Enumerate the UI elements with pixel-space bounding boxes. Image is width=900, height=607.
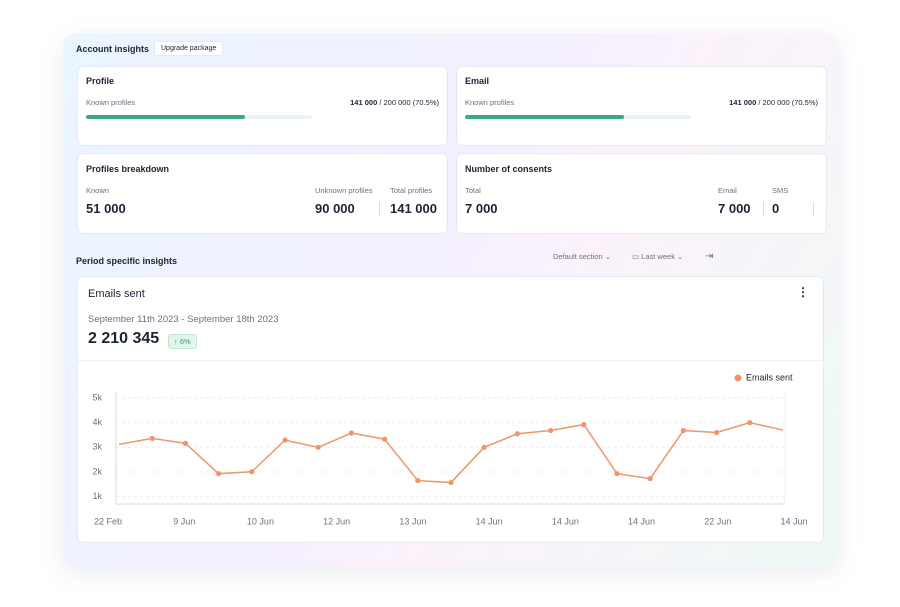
divider	[379, 202, 380, 216]
email-card: Email Known profiles 141 000 / 200 000 (…	[456, 66, 827, 146]
x-tick-label: 10 Jun	[247, 516, 274, 526]
point	[382, 436, 388, 442]
x-tick-label: 14 Jun	[780, 516, 807, 526]
x-tick-label: 22 Feb	[94, 516, 122, 526]
label: Total profiles	[390, 186, 433, 195]
point	[481, 444, 487, 450]
value: 141 000	[390, 201, 437, 216]
card-title: Number of consents	[465, 164, 553, 174]
point	[514, 431, 520, 437]
y-tick-label: 5k	[92, 392, 102, 402]
x-tick-label: 14 Jun	[476, 516, 503, 526]
range-dropdown[interactable]: ▭ Last week ⌄	[632, 252, 684, 261]
progress-track	[86, 115, 312, 119]
x-tick-label: 9 Jun	[173, 516, 195, 526]
breakdown-card: Profiles breakdown Known 51 000 Unknown …	[77, 153, 448, 234]
consents-card: Number of consents Total 7 000 Email 7 0…	[456, 153, 827, 234]
y-tick-label: 4k	[92, 417, 102, 427]
point	[714, 429, 720, 436]
change-badge: ↑ 6%	[168, 334, 197, 349]
ratio: 141 000 / 200 000 (70.5%)	[729, 98, 818, 107]
label: Total	[465, 186, 481, 195]
section-title: Account insights	[76, 44, 150, 54]
divider	[763, 202, 764, 216]
card-title: Profiles breakdown	[86, 164, 170, 174]
total: 2 210 345	[88, 330, 160, 347]
progress-bar	[86, 115, 246, 119]
percent: (70.5%)	[412, 98, 439, 107]
point	[747, 420, 753, 426]
dropdown-label: Default section	[553, 252, 603, 261]
section-dropdown[interactable]: Default section ⌄	[553, 252, 611, 261]
date-range: September 11th 2023 - September 18th 202…	[88, 314, 279, 325]
point	[348, 430, 354, 436]
point	[548, 427, 554, 434]
point	[448, 479, 454, 486]
point	[282, 437, 288, 443]
point	[614, 471, 620, 477]
value: 7 000	[718, 201, 751, 216]
legend-label: Emails sent	[746, 372, 793, 382]
x-tick-label: 22 Jun	[704, 516, 731, 526]
divider	[813, 202, 814, 216]
point	[415, 477, 421, 484]
ratio: 141 000 / 200 000 (70.5%)	[350, 98, 439, 107]
x-tick-label: 14 Jun	[628, 516, 655, 526]
value: 90 000	[315, 201, 355, 216]
x-tick-label: 14 Jun	[552, 516, 579, 526]
profile-card: Profile Known profiles 141 000 / 200 000…	[77, 66, 448, 146]
value: 7 000	[465, 201, 498, 216]
total: 200 000	[383, 98, 411, 107]
label: SMS	[772, 186, 789, 195]
total: 200 000	[762, 98, 790, 107]
section-title: Period specific insights	[76, 256, 178, 266]
known: 141 000	[729, 98, 757, 107]
known: 141 000	[350, 98, 378, 107]
point	[249, 469, 255, 475]
card-title: Email	[465, 76, 490, 86]
point	[149, 435, 155, 442]
x-tick-label: 13 Jun	[399, 516, 426, 526]
percent: (70.5%)	[791, 98, 818, 107]
chart: 1k 2k 3k 4k 5k 22 Feb 9 Jun 10 Jun 12 Jun 13 Jun 1…	[92, 372, 807, 526]
y-tick-label: 1k	[92, 491, 102, 501]
point	[581, 422, 587, 428]
point	[216, 471, 222, 477]
y-tick-label: 3k	[92, 442, 102, 452]
export-icon[interactable]: ⇥	[705, 251, 714, 262]
label: Known profiles	[465, 98, 515, 107]
label: Known	[86, 186, 109, 195]
change: 6%	[179, 337, 191, 346]
point	[315, 444, 321, 450]
label: Unknown profiles	[315, 186, 373, 195]
point	[182, 440, 188, 446]
card-title: Emails sent	[88, 288, 145, 300]
x-tick-label: 12 Jun	[323, 516, 350, 526]
value: 51 000	[86, 201, 126, 216]
progress-track	[465, 115, 691, 119]
dropdown-label: Last week	[641, 252, 675, 261]
value: 0	[772, 201, 780, 216]
upgrade-button[interactable]: Upgrade package	[154, 41, 224, 56]
progress-bar	[465, 115, 625, 119]
menu-icon[interactable]: ⋮	[797, 285, 809, 299]
point	[647, 476, 653, 482]
label: Known profiles	[86, 98, 136, 107]
card-title: Profile	[86, 76, 115, 86]
point	[680, 427, 687, 434]
label: Email	[718, 186, 737, 195]
chart-card: Emails sent ⋮ September 11th 2023 - Sept…	[77, 276, 824, 543]
y-tick-label: 2k	[92, 466, 102, 476]
separator	[78, 360, 823, 361]
legend-marker	[734, 374, 742, 382]
